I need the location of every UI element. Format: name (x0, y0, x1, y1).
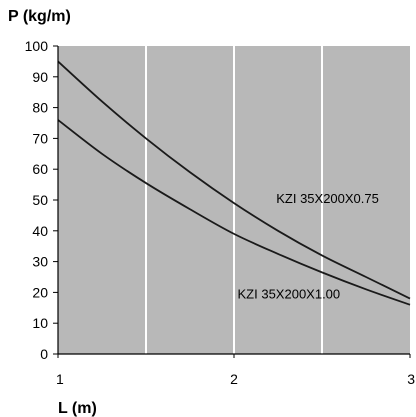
x-tick-label: 3 (407, 371, 415, 387)
y-tick-label: 50 (32, 192, 48, 208)
y-axis-label: P (kg/m) (8, 8, 71, 25)
y-tick-label: 20 (32, 284, 48, 300)
y-tick-label: 0 (40, 346, 48, 362)
series-label-2: KZI 35X200X1.00 (238, 287, 341, 302)
x-tick-labels: 1 2 3 (56, 371, 415, 387)
series-label-1: KZI 35X200X0.75 (276, 191, 379, 206)
y-tick-label: 60 (32, 161, 48, 177)
series-line-2 (57, 119, 411, 306)
series-labels: KZI 35X200X0.75 KZI 35X200X1.00 (238, 191, 379, 301)
x-axis-label: L (m) (58, 400, 97, 417)
y-tick-label: 30 (32, 254, 48, 270)
x-tick-label: 2 (230, 371, 238, 387)
gridlines (145, 46, 323, 354)
y-tick-labels: 0 10 20 30 40 50 60 70 80 90 100 (25, 38, 49, 362)
y-tick-label: 80 (32, 100, 48, 116)
y-tick-label: 10 (32, 315, 48, 331)
y-tick-label: 100 (25, 38, 49, 54)
series-line-1 (57, 60, 411, 300)
x-tick-label: 1 (56, 371, 64, 387)
y-tick-label: 90 (32, 69, 48, 85)
y-tick-label: 40 (32, 223, 48, 239)
series-lines (57, 60, 411, 306)
axes (53, 45, 411, 358)
y-tick-label: 70 (32, 130, 48, 146)
